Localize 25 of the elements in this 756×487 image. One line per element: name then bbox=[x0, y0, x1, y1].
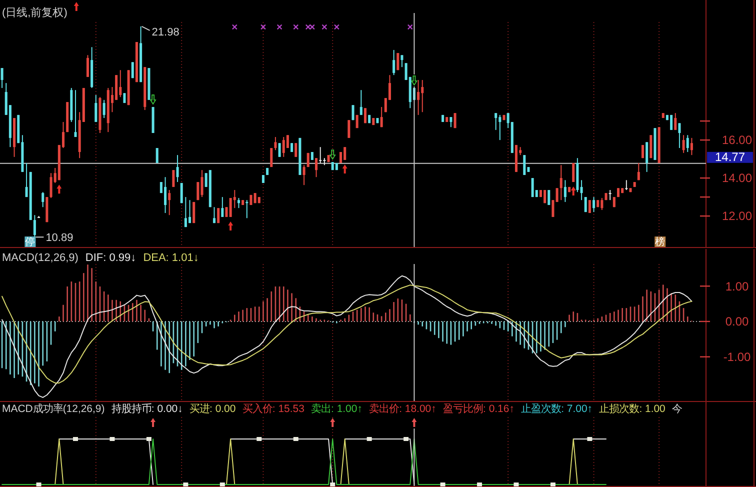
text: 止损次数: 1.00 bbox=[599, 403, 666, 415]
text: DEA: 1.01↓ bbox=[143, 252, 199, 264]
chart-title: MACD成功率(12,26,9) bbox=[2, 403, 105, 415]
text: 持股持币: 0.00↓ bbox=[111, 403, 183, 415]
y-tick-label: 14.00 bbox=[722, 171, 752, 186]
text: 卖出价: 18.00↑ bbox=[369, 403, 436, 415]
text: 盈亏比例: 0.16↑ bbox=[443, 403, 514, 415]
chart-title: MACD(12,26,9) bbox=[2, 252, 78, 264]
text: (日线,前复权) bbox=[2, 6, 68, 19]
text: DIF: 0.99↓ bbox=[85, 252, 136, 264]
text: 买入价: 15.53 bbox=[242, 403, 305, 415]
annotation: 停 bbox=[25, 236, 36, 248]
text: 卖出: 1.00↑ bbox=[311, 403, 362, 415]
annotation: 榜 bbox=[655, 236, 666, 248]
y-tick-label: 16.00 bbox=[722, 133, 752, 148]
ref-line-label: 14.77 bbox=[714, 150, 746, 164]
annotation: 10.89 bbox=[46, 232, 74, 244]
text: 买进: 0.00 bbox=[190, 403, 236, 415]
y-tick-label: 1.00 bbox=[725, 279, 749, 294]
text: 止盈次数: 7.00↑ bbox=[521, 403, 593, 415]
text: 今 bbox=[672, 403, 682, 415]
y-tick-label: 0.00 bbox=[725, 314, 749, 329]
annotation: 21.98 bbox=[152, 26, 180, 38]
y-tick-label: 12.00 bbox=[722, 209, 752, 224]
y-tick-label: -1.00 bbox=[723, 350, 751, 364]
